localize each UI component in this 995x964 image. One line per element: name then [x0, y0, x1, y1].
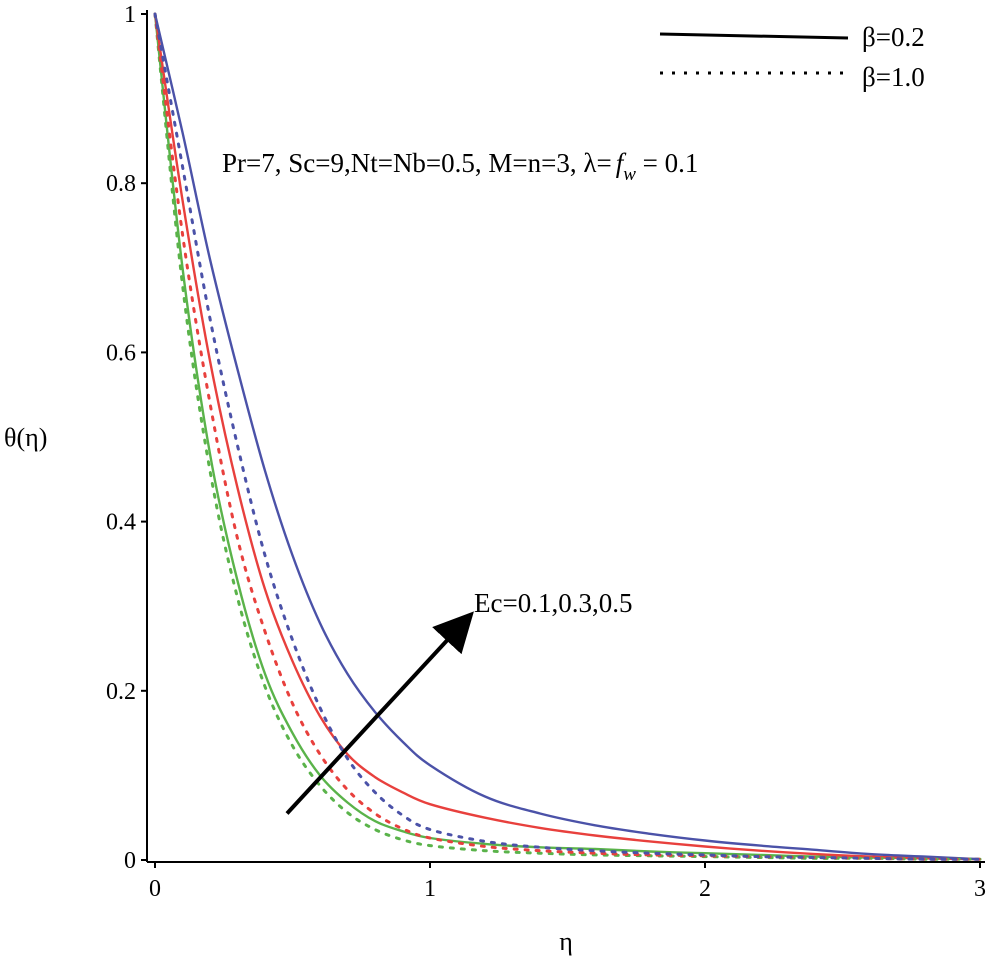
ec-arrow-label: Ec=0.1,0.3,0.5 — [474, 588, 632, 618]
parameter-annotation: Pr=7, Sc=9,Nt=Nb=0.5, M=n=3, λ= fw = 0.1 — [222, 148, 698, 185]
series-layer — [153, 12, 982, 861]
y-tick-label: 0 — [124, 848, 136, 874]
y-axis-label: θ(η) — [4, 423, 47, 452]
legend-label-dotted: β=1.0 — [862, 62, 925, 92]
series-line-ec-03-solid — [153, 13, 981, 861]
fw-subscript: w — [623, 164, 636, 185]
series-line-ec-03-dotted — [153, 12, 982, 861]
x-tick-label: 2 — [699, 876, 711, 902]
series-line-ec-05-dotted — [153, 12, 982, 861]
fw-value: = 0.1 — [636, 148, 698, 178]
y-tick-label: 0.8 — [106, 171, 136, 197]
series-line-ec-01-solid — [153, 13, 981, 861]
legend: β=0.2 β=1.0 — [659, 22, 925, 92]
ec-arrow — [285, 611, 474, 815]
x-tick-label: 0 — [149, 876, 161, 902]
legend-label-solid: β=0.2 — [862, 22, 925, 52]
fw-symbol: f — [616, 148, 627, 178]
x-axis-label: η — [559, 927, 573, 956]
series-line-ec-01-dotted — [153, 12, 982, 861]
y-tick-label: 1 — [124, 2, 136, 28]
axis-ticks: 0 1 2 3 0 0.2 0.4 0.6 0.8 1 — [106, 2, 986, 902]
y-tick-label: 0.4 — [106, 510, 136, 536]
legend-swatch-solid — [659, 32, 849, 40]
y-tick-label: 0.6 — [106, 340, 136, 366]
x-tick-label: 1 — [424, 876, 436, 902]
y-tick-label: 0.2 — [106, 679, 136, 705]
parameter-text: Pr=7, Sc=9,Nt=Nb=0.5, M=n=3, λ= — [222, 148, 612, 178]
series-line-ec-05-solid — [153, 13, 981, 861]
x-tick-label: 3 — [974, 876, 986, 902]
